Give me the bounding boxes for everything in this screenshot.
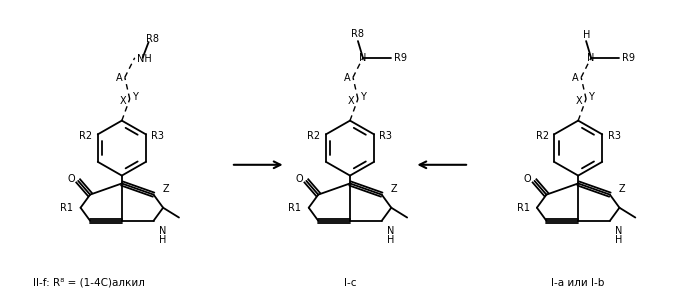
- Text: Y: Y: [588, 92, 594, 102]
- Text: I-c: I-c: [344, 278, 356, 288]
- Text: Z: Z: [390, 184, 397, 194]
- Text: X: X: [347, 96, 354, 106]
- Text: R2: R2: [535, 131, 549, 141]
- Text: H: H: [387, 235, 394, 245]
- Text: R2: R2: [79, 131, 92, 141]
- Text: R3: R3: [380, 131, 392, 141]
- Text: O: O: [524, 174, 531, 184]
- Text: H: H: [584, 30, 591, 40]
- Text: N: N: [359, 53, 366, 63]
- Text: N: N: [615, 226, 622, 235]
- Text: H: H: [159, 235, 166, 245]
- Text: H: H: [615, 235, 622, 245]
- Text: Z: Z: [619, 184, 625, 194]
- Text: R9: R9: [622, 53, 635, 63]
- Text: R8: R8: [146, 34, 159, 44]
- Text: A: A: [344, 73, 350, 84]
- Text: R8: R8: [352, 29, 364, 39]
- Text: R9: R9: [394, 53, 407, 63]
- Text: R3: R3: [151, 131, 164, 141]
- Text: II-f: R⁸ = (1-4C)алкил: II-f: R⁸ = (1-4C)алкил: [33, 278, 145, 288]
- Text: R2: R2: [308, 131, 321, 141]
- Text: NH: NH: [137, 54, 152, 64]
- Text: R3: R3: [607, 131, 621, 141]
- Text: A: A: [572, 73, 579, 84]
- Text: N: N: [587, 53, 595, 63]
- Text: N: N: [387, 226, 394, 235]
- Text: R1: R1: [517, 203, 530, 213]
- Text: A: A: [115, 73, 122, 84]
- Text: R1: R1: [289, 203, 301, 213]
- Text: Y: Y: [360, 92, 366, 102]
- Text: Z: Z: [162, 184, 168, 194]
- Text: X: X: [120, 96, 126, 106]
- Text: O: O: [67, 174, 75, 184]
- Text: O: O: [296, 174, 303, 184]
- Text: R1: R1: [60, 203, 73, 213]
- Text: N: N: [159, 226, 166, 235]
- Text: I-a или I-b: I-a или I-b: [552, 278, 605, 288]
- Text: X: X: [576, 96, 582, 106]
- Text: Y: Y: [132, 92, 138, 102]
